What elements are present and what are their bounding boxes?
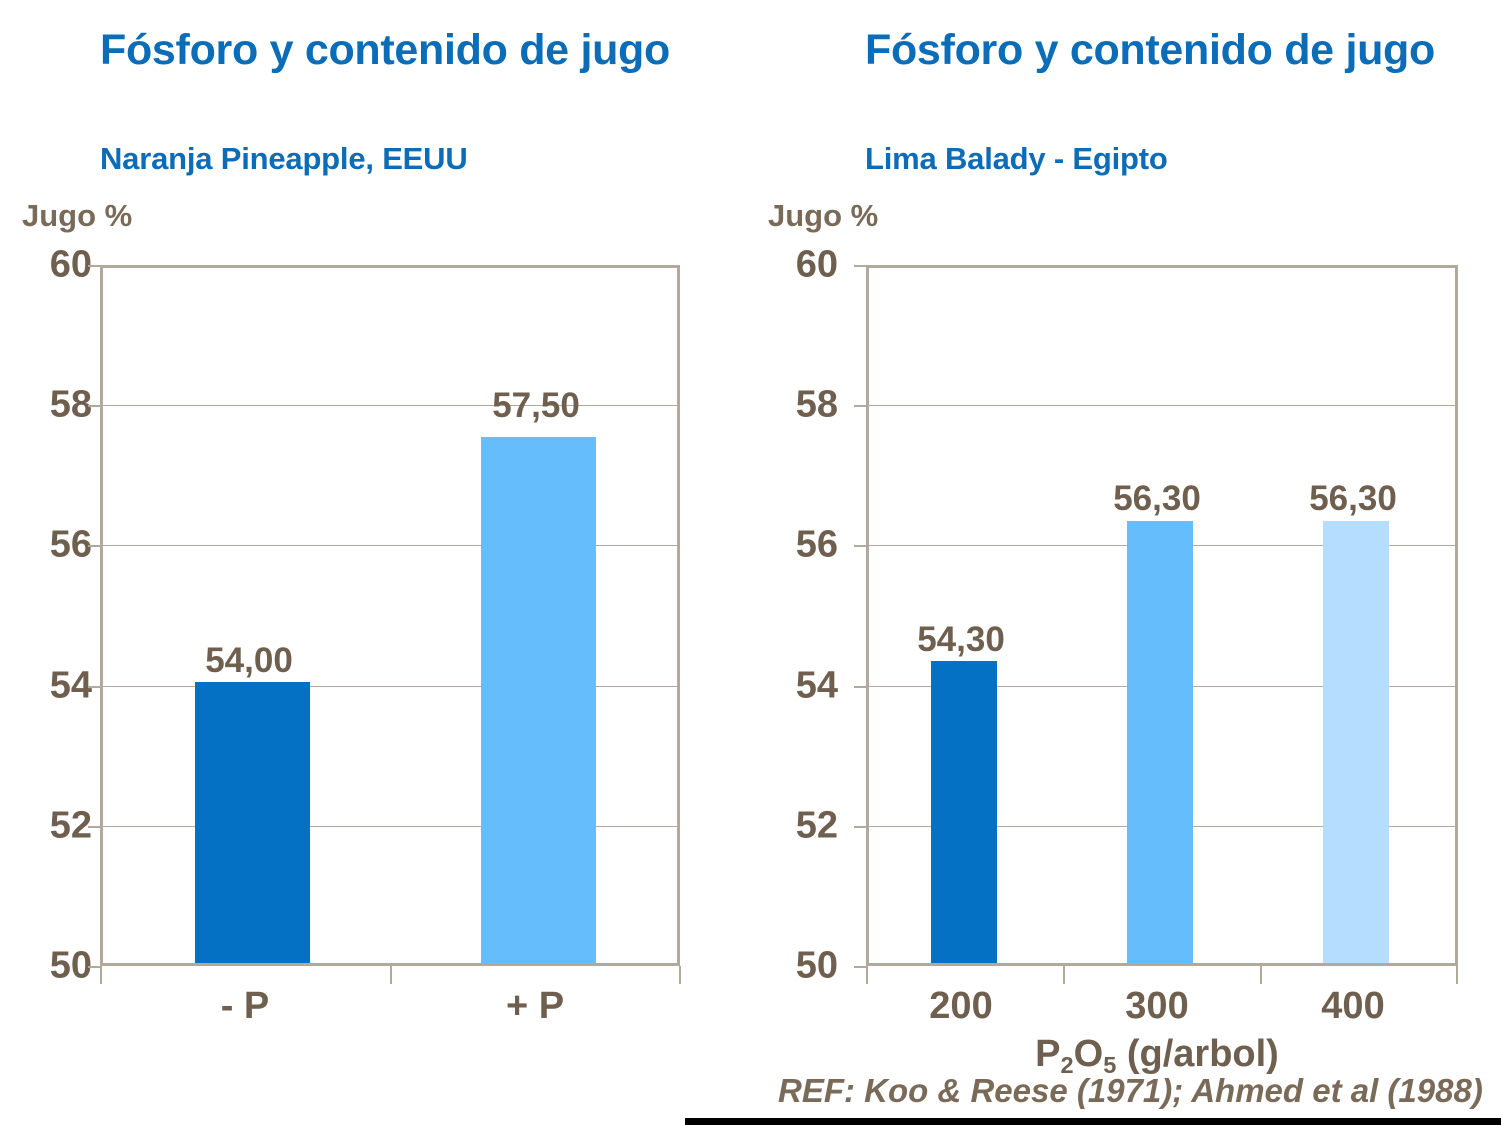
y-tick-label-56-left: 56 [49,523,92,566]
y-tick-mark-56-left [88,545,102,547]
x-axis-title-p: P [1035,1033,1061,1075]
x-axis-title-units: (g/arbol) [1116,1033,1279,1075]
y-tick-label-54-right: 54 [795,664,838,707]
y-tick-mark-50-left [88,966,102,968]
bar-value-label-300: 56,30 [1113,479,1201,518]
x-tick-mark-start-left [100,966,102,984]
bar-400[interactable] [1323,521,1389,963]
y-axis-title-right: Jugo % [768,198,879,233]
x-tick-mark-0-right [866,966,868,984]
x-tick-mark-end-left [679,966,681,984]
bar-value-label-minus-p: 54,00 [205,641,293,680]
y-tick-mark-52-left [88,826,102,828]
gridline-56-left [103,545,677,546]
y-tick-label-58-left: 58 [49,383,92,426]
y-tick-mark-52-right [854,826,868,828]
y-tick-mark-58-left [88,405,102,407]
y-axis-title-left: Jugo % [22,198,133,233]
gridline-58-right [869,405,1455,406]
y-tick-label-56-right: 56 [795,523,838,566]
x-axis-title-right: P2O5 (g/arbol) [1035,1033,1279,1078]
y-tick-label-50-left: 50 [49,944,92,987]
y-tick-mark-50-right [854,966,868,968]
x-tick-label-minus-p: - P [220,985,270,1027]
x-tick-label-300: 300 [1125,985,1189,1027]
bar-value-label-400: 56,30 [1309,479,1397,518]
chart-title-left: Fósforo y contenido de jugo [100,26,670,74]
gridline-52-left [103,826,677,827]
gridline-58-left [103,405,677,406]
y-tick-mark-54-right [854,686,868,688]
x-axis-title-o: O [1073,1033,1104,1075]
chart-title-right: Fósforo y contenido de jugo [865,26,1435,74]
chart-subtitle-right: Lima Balady - Egipto [865,141,1168,176]
x-tick-label-200: 200 [929,985,993,1027]
bar-value-label-200: 54,30 [917,620,1005,659]
y-tick-label-50-right: 50 [795,944,838,987]
bar-plus-p[interactable] [481,437,596,963]
x-tick-label-plus-p: + P [505,985,565,1027]
y-tick-label-54-left: 54 [49,664,92,707]
chart-panel-right: Fósforo y contenido de jugo Lima Balady … [750,0,1501,1125]
chart-subtitle-left: Naranja Pineapple, EEUU [100,141,468,176]
x-tick-mark-mid-left [390,966,392,984]
x-tick-label-400: 400 [1321,985,1385,1027]
y-tick-mark-60-right [854,265,868,267]
y-tick-label-52-left: 52 [49,804,92,847]
plot-area-right [866,265,1458,966]
y-tick-label-60-left: 60 [49,243,92,286]
y-tick-label-60-right: 60 [795,243,838,286]
x-tick-mark-1-right [1063,966,1065,984]
plot-area-left [100,265,680,966]
reference-note: REF: Koo & Reese (1971); Ahmed et al (19… [778,1072,1483,1109]
bar-300[interactable] [1127,521,1193,963]
y-tick-mark-58-right [854,405,868,407]
x-axis-title-sub-5: 5 [1103,1051,1117,1078]
x-tick-mark-3-right [1456,966,1458,984]
bar-200[interactable] [931,661,997,963]
y-tick-mark-54-left [88,686,102,688]
y-tick-mark-60-left [88,265,102,267]
reference-underline-rule [685,1118,1501,1125]
bar-minus-p[interactable] [195,682,310,963]
x-axis-title-sub-2: 2 [1060,1051,1074,1078]
x-tick-mark-2-right [1260,966,1262,984]
chart-panel-left: Fósforo y contenido de jugo Naranja Pine… [0,0,750,1125]
bar-value-label-plus-p: 57,50 [492,386,580,425]
y-tick-label-58-right: 58 [795,383,838,426]
gridline-54-left [103,686,677,687]
y-tick-mark-56-right [854,545,868,547]
y-tick-label-52-right: 52 [795,804,838,847]
